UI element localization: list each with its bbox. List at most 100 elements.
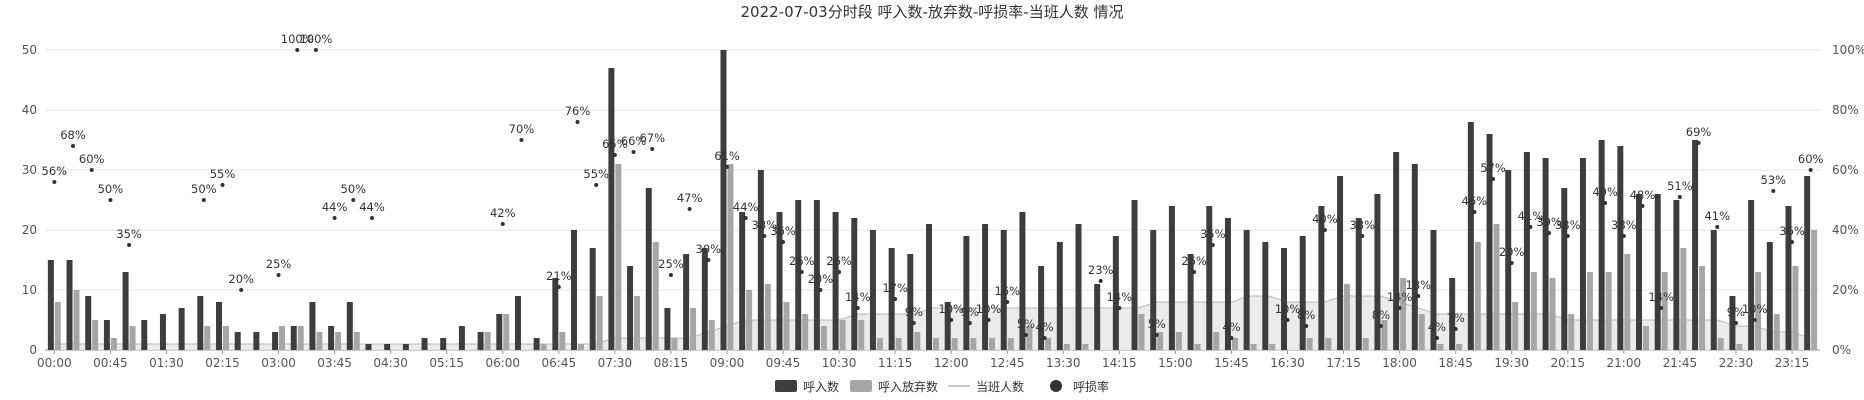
loss-rate-point <box>743 216 748 220</box>
x-tick-label: 20:15 <box>1550 356 1585 370</box>
loss-rate-label: 47% <box>677 191 703 205</box>
legend-item[interactable]: 呼入数 <box>775 379 839 394</box>
loss-rate-label: 16% <box>994 284 1020 298</box>
loss-rate-point <box>71 144 76 148</box>
bar-calls <box>1206 206 1213 350</box>
x-tick-label: 04:30 <box>373 356 408 370</box>
legend-item[interactable]: 呼损率 <box>1050 379 1109 394</box>
loss-rate-point <box>220 183 225 187</box>
loss-rate-point <box>239 288 244 292</box>
loss-rate-label: 41% <box>1518 209 1544 223</box>
bar-abandoned <box>1755 272 1762 350</box>
legend-item[interactable]: 呼入放弃数 <box>850 379 938 394</box>
bar-calls <box>1038 266 1045 350</box>
bar-calls <box>122 272 129 350</box>
x-tick-label: 03:00 <box>261 356 296 370</box>
loss-rate-point <box>1659 306 1664 310</box>
bar-abandoned <box>1661 272 1668 350</box>
y2-tick-label: 20% <box>1832 283 1859 297</box>
bar-calls <box>496 314 503 350</box>
bar-abandoned <box>1007 338 1014 350</box>
legend-item[interactable]: 当班人数 <box>948 379 1024 394</box>
x-tick-label: 06:45 <box>542 356 577 370</box>
loss-rate-label: 35% <box>1200 227 1226 241</box>
loss-rate-point <box>1210 243 1215 247</box>
y-tick-label: 30 <box>22 163 37 177</box>
loss-rate-point <box>1528 225 1533 229</box>
bar-calls <box>664 308 671 350</box>
loss-rate-label: 70% <box>509 122 535 136</box>
loss-rate-label: 44% <box>733 200 759 214</box>
loss-rate-label: 30% <box>696 242 722 256</box>
loss-rate-point <box>1042 336 1047 340</box>
loss-rate-point <box>1322 228 1327 232</box>
bar-calls <box>477 332 484 350</box>
x-tick-label: 15:45 <box>1214 356 1249 370</box>
bar-calls <box>290 326 297 350</box>
loss-rate-point <box>1416 294 1421 298</box>
bar-calls <box>1075 224 1082 350</box>
x-tick-label: 21:00 <box>1607 356 1642 370</box>
bar-calls <box>1019 212 1026 350</box>
bar-calls <box>982 224 989 350</box>
loss-rate-label: 51% <box>1667 179 1693 193</box>
loss-rate-label: 76% <box>565 104 591 118</box>
bar-calls <box>1785 206 1792 350</box>
bar-abandoned <box>1362 338 1369 350</box>
loss-rate-point <box>612 153 617 157</box>
bar-abandoned <box>1138 314 1145 350</box>
bar-abandoned <box>578 344 584 350</box>
loss-rate-label: 48% <box>1630 188 1656 202</box>
bar-calls <box>589 248 596 350</box>
loss-rate-label: 65% <box>602 137 628 151</box>
loss-rate-point <box>911 321 916 325</box>
x-tick-label: 06:00 <box>485 356 520 370</box>
loss-rate-point <box>1360 234 1365 238</box>
loss-rate-point <box>799 270 804 274</box>
bar-abandoned <box>1306 338 1313 350</box>
loss-rate-point <box>276 273 281 277</box>
loss-rate-point <box>724 165 729 169</box>
bar-calls <box>1692 140 1699 350</box>
loss-rate-point <box>108 198 113 202</box>
bar-abandoned <box>1194 344 1201 350</box>
bar-calls <box>1598 140 1605 350</box>
bar-abandoned <box>596 296 603 350</box>
loss-rate-label: 14% <box>1107 290 1133 304</box>
bar-calls <box>869 230 876 350</box>
loss-rate-point <box>1098 279 1103 283</box>
loss-rate-label: 4% <box>1428 320 1446 334</box>
bar-abandoned <box>783 302 790 350</box>
bar-abandoned <box>634 296 641 350</box>
loss-rate-point <box>631 150 636 154</box>
x-tick-label: 16:30 <box>1270 356 1305 370</box>
loss-rate-label: 5% <box>1148 317 1166 331</box>
loss-rate-point <box>519 138 524 142</box>
loss-rate-label: 41% <box>1704 209 1730 223</box>
loss-rate-points: 56%68%60%50%35%50%55%20%25%100%100%44%50… <box>42 32 1824 340</box>
loss-rate-point <box>837 270 842 274</box>
loss-rate-point <box>575 120 580 124</box>
x-tick-label: 00:00 <box>37 356 72 370</box>
y-axis-left: 0 10 20 30 40 50 <box>22 43 37 357</box>
bar-calls <box>963 236 970 350</box>
legend-label: 呼损率 <box>1073 379 1109 394</box>
bar-abandoned <box>1026 326 1033 350</box>
bar-calls <box>85 296 92 350</box>
bar-abandoned <box>1605 272 1612 350</box>
loss-rate-point <box>706 258 711 262</box>
y-tick-label: 20 <box>22 223 37 237</box>
bar-calls <box>1224 218 1231 350</box>
loss-rate-point <box>1733 321 1738 325</box>
bar-abandoned <box>316 332 323 350</box>
legend[interactable]: 呼入数 呼入放弃数 当班人数 呼损率 <box>775 379 1109 394</box>
loss-rate-label: 4% <box>1222 320 1240 334</box>
loss-rate-label: 55% <box>583 167 609 181</box>
bars-layer <box>47 50 1818 350</box>
bar-calls <box>944 302 951 350</box>
bar-calls <box>1299 236 1306 350</box>
bar-abandoned <box>223 326 229 350</box>
bar-abandoned <box>1456 344 1463 350</box>
bar-calls <box>627 266 634 350</box>
loss-rate-label: 50% <box>98 182 124 196</box>
